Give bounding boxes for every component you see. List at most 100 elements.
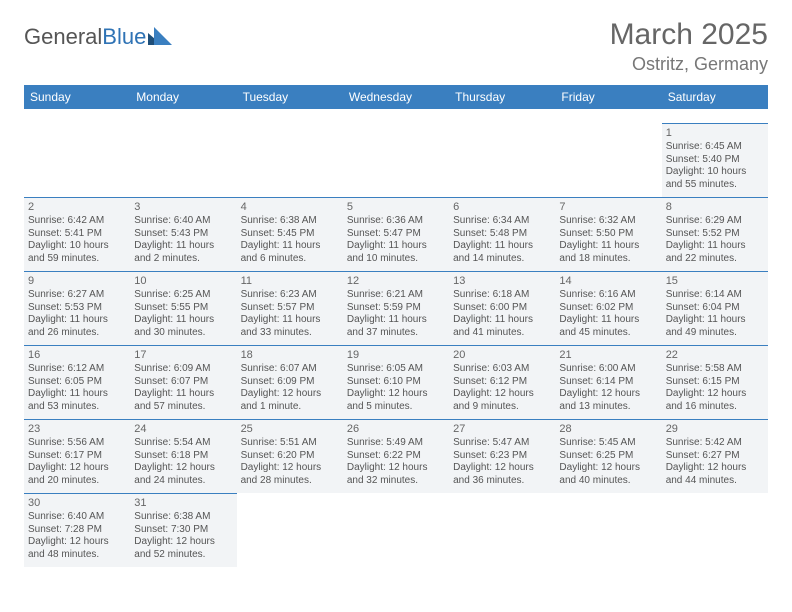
- daylight-line: Daylight: 12 hours and 13 minutes.: [559, 388, 657, 413]
- daylight-line: Daylight: 11 hours and 53 minutes.: [28, 388, 126, 413]
- calendar-cell: 21Sunrise: 6:00 AMSunset: 6:14 PMDayligh…: [555, 345, 661, 419]
- sunset-line: Sunset: 6:07 PM: [134, 376, 232, 389]
- calendar-cell: 11Sunrise: 6:23 AMSunset: 5:57 PMDayligh…: [237, 271, 343, 345]
- calendar-week-row: 2Sunrise: 6:42 AMSunset: 5:41 PMDaylight…: [24, 197, 768, 271]
- sunrise-line: Sunrise: 6:07 AM: [241, 363, 339, 376]
- calendar-cell: 1Sunrise: 6:45 AMSunset: 5:40 PMDaylight…: [662, 123, 768, 197]
- daylight-line: Daylight: 12 hours and 9 minutes.: [453, 388, 551, 413]
- calendar-week-row: 30Sunrise: 6:40 AMSunset: 7:28 PM Dayligh…: [24, 493, 768, 567]
- day-number: 29: [666, 423, 764, 437]
- calendar-cell: [555, 493, 661, 567]
- day-number: 31: [134, 497, 232, 511]
- sunrise-line: Sunrise: 6:18 AM: [453, 289, 551, 302]
- sunset-line: Sunset: 5:47 PM: [347, 228, 445, 241]
- sunset-line: Sunset: 6:23 PM: [453, 450, 551, 463]
- sunset-line: Sunset: 6:12 PM: [453, 376, 551, 389]
- calendar-cell: 13Sunrise: 6:18 AMSunset: 6:00 PMDayligh…: [449, 271, 555, 345]
- sunset-line: Sunset: 5:50 PM: [559, 228, 657, 241]
- daylight-line: Daylight: 11 hours and 45 minutes.: [559, 314, 657, 339]
- location: Ostritz, Germany: [610, 54, 768, 75]
- daylight-line: Daylight: 12 hours and 32 minutes.: [347, 462, 445, 487]
- day-number: 22: [666, 349, 764, 363]
- calendar-cell: 9Sunrise: 6:27 AMSunset: 5:53 PMDaylight…: [24, 271, 130, 345]
- sunset-line: Sunset: 7:28 PM: [28, 524, 126, 537]
- calendar-cell: [662, 493, 768, 567]
- day-number: 30: [28, 497, 126, 511]
- calendar-cell: 24Sunrise: 5:54 AMSunset: 6:18 PMDayligh…: [130, 419, 236, 493]
- day-number: 17: [134, 349, 232, 363]
- sunset-line: Sunset: 6:09 PM: [241, 376, 339, 389]
- daylight-line: Daylight: 12 hours and 52 minutes.: [134, 536, 232, 561]
- calendar-cell: [130, 123, 236, 197]
- day-number: 1: [666, 127, 764, 141]
- day-number: 8: [666, 201, 764, 215]
- calendar-header-row: SundayMondayTuesdayWednesdayThursdayFrid…: [24, 85, 768, 109]
- day-number: 7: [559, 201, 657, 215]
- sunset-line: Sunset: 6:04 PM: [666, 302, 764, 315]
- sunrise-line: Sunrise: 6:21 AM: [347, 289, 445, 302]
- day-number: 2: [28, 201, 126, 215]
- calendar-cell: 23Sunrise: 5:56 AMSunset: 6:17 PMDayligh…: [24, 419, 130, 493]
- calendar-cell: 19Sunrise: 6:05 AMSunset: 6:10 PMDayligh…: [343, 345, 449, 419]
- sunrise-line: Sunrise: 5:47 AM: [453, 437, 551, 450]
- daylight-line: Daylight: 11 hours and 33 minutes.: [241, 314, 339, 339]
- sunrise-line: Sunrise: 6:36 AM: [347, 215, 445, 228]
- calendar-cell: [24, 123, 130, 197]
- title-block: March 2025 Ostritz, Germany: [610, 18, 768, 75]
- calendar-cell: 12Sunrise: 6:21 AMSunset: 5:59 PMDayligh…: [343, 271, 449, 345]
- sunset-line: Sunset: 6:14 PM: [559, 376, 657, 389]
- sunrise-line: Sunrise: 6:00 AM: [559, 363, 657, 376]
- day-header: Thursday: [449, 85, 555, 109]
- sunrise-line: Sunrise: 6:25 AM: [134, 289, 232, 302]
- sunrise-line: Sunrise: 6:32 AM: [559, 215, 657, 228]
- sunrise-line: Sunrise: 6:34 AM: [453, 215, 551, 228]
- calendar-cell: 15Sunrise: 6:14 AMSunset: 6:04 PMDayligh…: [662, 271, 768, 345]
- day-number: 9: [28, 275, 126, 289]
- calendar-cell: 31Sunrise: 6:38 AMSunset: 7:30 PMDayligh…: [130, 493, 236, 567]
- sunset-line: Sunset: 5:41 PM: [28, 228, 126, 241]
- sunset-line: Sunset: 5:55 PM: [134, 302, 232, 315]
- daylight-line: Daylight: 11 hours and 30 minutes.: [134, 314, 232, 339]
- sunrise-line: Sunrise: 5:58 AM: [666, 363, 764, 376]
- sunset-line: Sunset: 5:43 PM: [134, 228, 232, 241]
- day-number: 11: [241, 275, 339, 289]
- sunrise-line: Sunrise: 6:12 AM: [28, 363, 126, 376]
- sunset-line: Sunset: 6:15 PM: [666, 376, 764, 389]
- sunset-line: Sunset: 6:10 PM: [347, 376, 445, 389]
- sunrise-line: Sunrise: 6:45 AM: [666, 141, 764, 154]
- daylight-line: Daylight: 12 hours and 44 minutes.: [666, 462, 764, 487]
- day-number: 4: [241, 201, 339, 215]
- day-number: 14: [559, 275, 657, 289]
- sunrise-line: Sunrise: 6:27 AM: [28, 289, 126, 302]
- calendar-cell: [555, 123, 661, 197]
- sunset-line: Sunset: 6:02 PM: [559, 302, 657, 315]
- day-number: 3: [134, 201, 232, 215]
- calendar-cell: 30Sunrise: 6:40 AMSunset: 7:28 PMDayligh…: [24, 493, 130, 567]
- calendar-cell: 17Sunrise: 6:09 AMSunset: 6:07 PMDayligh…: [130, 345, 236, 419]
- daylight-line: Daylight: 10 hours and 59 minutes.: [28, 240, 126, 265]
- calendar-cell: 22Sunrise: 5:58 AMSunset: 6:15 PMDayligh…: [662, 345, 768, 419]
- daylight-line: Daylight: 11 hours and 49 minutes.: [666, 314, 764, 339]
- calendar-cell: 10Sunrise: 6:25 AMSunset: 5:55 PMDayligh…: [130, 271, 236, 345]
- sunrise-line: Sunrise: 6:40 AM: [134, 215, 232, 228]
- sunset-line: Sunset: 6:05 PM: [28, 376, 126, 389]
- daylight-line: Daylight: 12 hours and 1 minute.: [241, 388, 339, 413]
- sunset-line: Sunset: 6:22 PM: [347, 450, 445, 463]
- sunrise-line: Sunrise: 6:40 AM: [28, 511, 126, 524]
- daylight-line: Daylight: 11 hours and 14 minutes.: [453, 240, 551, 265]
- day-number: 21: [559, 349, 657, 363]
- day-number: 10: [134, 275, 232, 289]
- day-number: 26: [347, 423, 445, 437]
- logo-text-b: Blue: [102, 24, 146, 49]
- sunrise-line: Sunrise: 5:54 AM: [134, 437, 232, 450]
- daylight-line: Daylight: 11 hours and 57 minutes.: [134, 388, 232, 413]
- day-number: 5: [347, 201, 445, 215]
- spacer-row: [24, 109, 768, 123]
- calendar-cell: [343, 123, 449, 197]
- daylight-line: Daylight: 12 hours and 28 minutes.: [241, 462, 339, 487]
- sunset-line: Sunset: 6:20 PM: [241, 450, 339, 463]
- day-number: 23: [28, 423, 126, 437]
- daylight-line: Daylight: 12 hours and 5 minutes.: [347, 388, 445, 413]
- daylight-line: Daylight: 11 hours and 22 minutes.: [666, 240, 764, 265]
- sunset-line: Sunset: 5:52 PM: [666, 228, 764, 241]
